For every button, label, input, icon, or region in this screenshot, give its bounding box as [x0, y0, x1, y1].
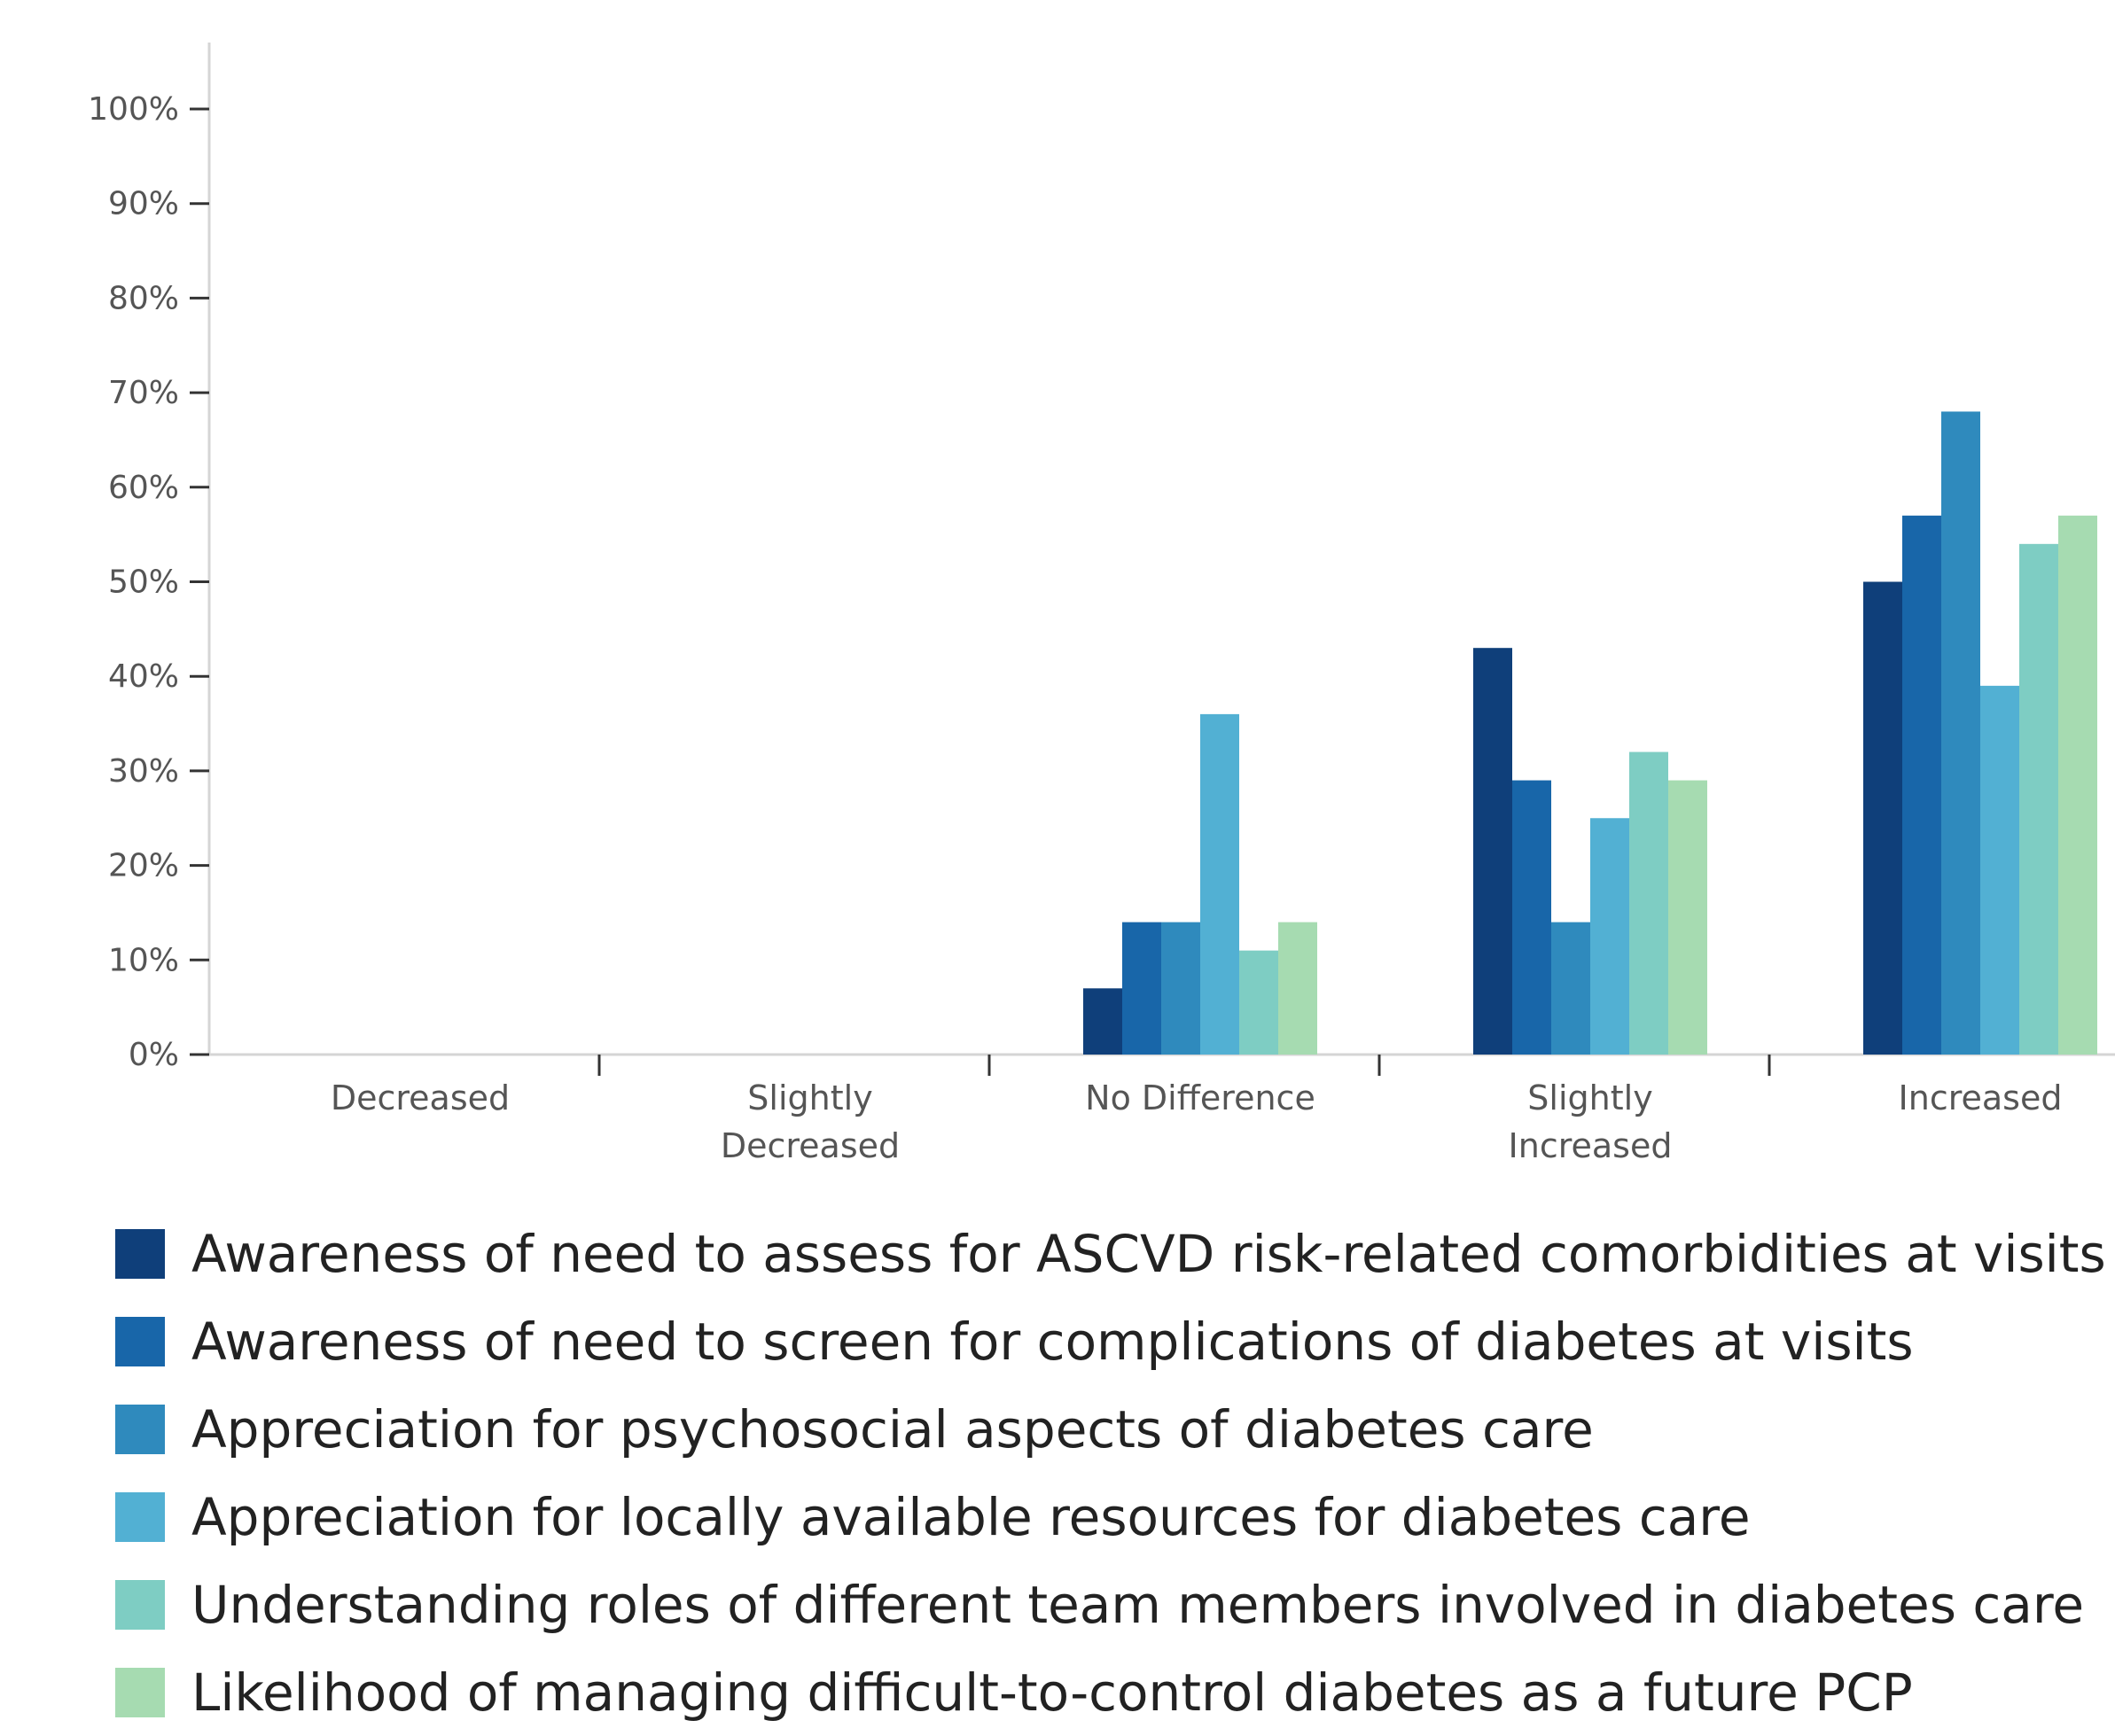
- y-tick-label: 20%: [108, 848, 179, 884]
- bar: [2019, 543, 2058, 1055]
- legend-item: Awareness of need to screen for complica…: [115, 1297, 2110, 1385]
- bar: [1473, 648, 1512, 1055]
- bar-series: [1083, 411, 2097, 1055]
- bar: [1122, 922, 1161, 1055]
- bar: [1863, 581, 1902, 1055]
- y-tick-label: 90%: [108, 186, 179, 222]
- legend-swatch: [115, 1579, 165, 1630]
- legend-label: Understanding roles of different team me…: [191, 1574, 2085, 1635]
- x-category-label: Increased: [1899, 1078, 2063, 1117]
- legend-item: Appreciation for locally available resou…: [115, 1473, 2110, 1561]
- x-category-label: Slightly: [1527, 1078, 1652, 1117]
- bar: [1161, 922, 1200, 1055]
- legend-swatch: [115, 1667, 165, 1717]
- legend-swatch: [115, 1316, 165, 1366]
- y-tick-label: 30%: [108, 753, 179, 790]
- bar: [1590, 818, 1629, 1055]
- legend-item: Understanding roles of different team me…: [115, 1561, 2110, 1648]
- x-axis-ticks: Decreased Slightly Decreased No Difference S…: [331, 1055, 2063, 1165]
- legend-item: Likelihood of managing difficult-to-cont…: [115, 1648, 2110, 1736]
- legend-label: Appreciation for psychosocial aspects of…: [191, 1398, 1594, 1460]
- legend-label: Appreciation for locally available resou…: [191, 1486, 1751, 1547]
- y-tick-label: 0%: [129, 1037, 179, 1073]
- y-tick-label: 50%: [108, 564, 179, 601]
- y-tick-label: 70%: [108, 375, 179, 411]
- bar: [1668, 780, 1707, 1055]
- y-tick-label: 100%: [88, 91, 179, 128]
- bar: [1629, 751, 1668, 1055]
- legend-swatch: [115, 1228, 165, 1279]
- legend-label: Awareness of need to screen for complica…: [191, 1311, 1914, 1372]
- bar: [1902, 515, 1941, 1055]
- x-category-label: Decreased: [721, 1126, 900, 1165]
- bar: [2058, 515, 2097, 1055]
- legend-item: Appreciation for psychosocial aspects of…: [115, 1385, 2110, 1473]
- legend: Awareness of need to assess for ASCVD ri…: [115, 1210, 2110, 1736]
- x-category-label: Increased: [1509, 1126, 1673, 1165]
- bar-chart: 0% 10% 20% 30% 40% 50% 60% 70% 80% 90% 100% Decrea…: [88, 43, 2115, 1165]
- y-tick-label: 40%: [108, 658, 179, 695]
- bar: [1551, 922, 1590, 1055]
- y-tick-label: 60%: [108, 470, 179, 506]
- bar: [1941, 411, 1980, 1055]
- legend-swatch: [115, 1491, 165, 1542]
- legend-label: Likelihood of managing difficult-to-cont…: [191, 1662, 1913, 1723]
- bar: [1200, 713, 1239, 1055]
- legend-label: Awareness of need to assess for ASCVD ri…: [191, 1223, 2106, 1284]
- bar: [1083, 988, 1122, 1055]
- y-axis-ticks: 0% 10% 20% 30% 40% 50% 60% 70% 80% 90% 100%: [88, 91, 209, 1073]
- bar: [1512, 780, 1551, 1055]
- x-category-label: No Difference: [1085, 1078, 1315, 1117]
- bar: [1239, 950, 1278, 1055]
- x-category-label: Decreased: [331, 1078, 510, 1117]
- legend-swatch: [115, 1404, 165, 1454]
- y-tick-label: 10%: [108, 942, 179, 978]
- y-tick-label: 80%: [108, 280, 179, 316]
- bar: [1980, 685, 2019, 1055]
- bar: [1278, 922, 1317, 1055]
- x-category-label: Slightly: [747, 1078, 872, 1117]
- legend-item: Awareness of need to assess for ASCVD ri…: [115, 1210, 2110, 1297]
